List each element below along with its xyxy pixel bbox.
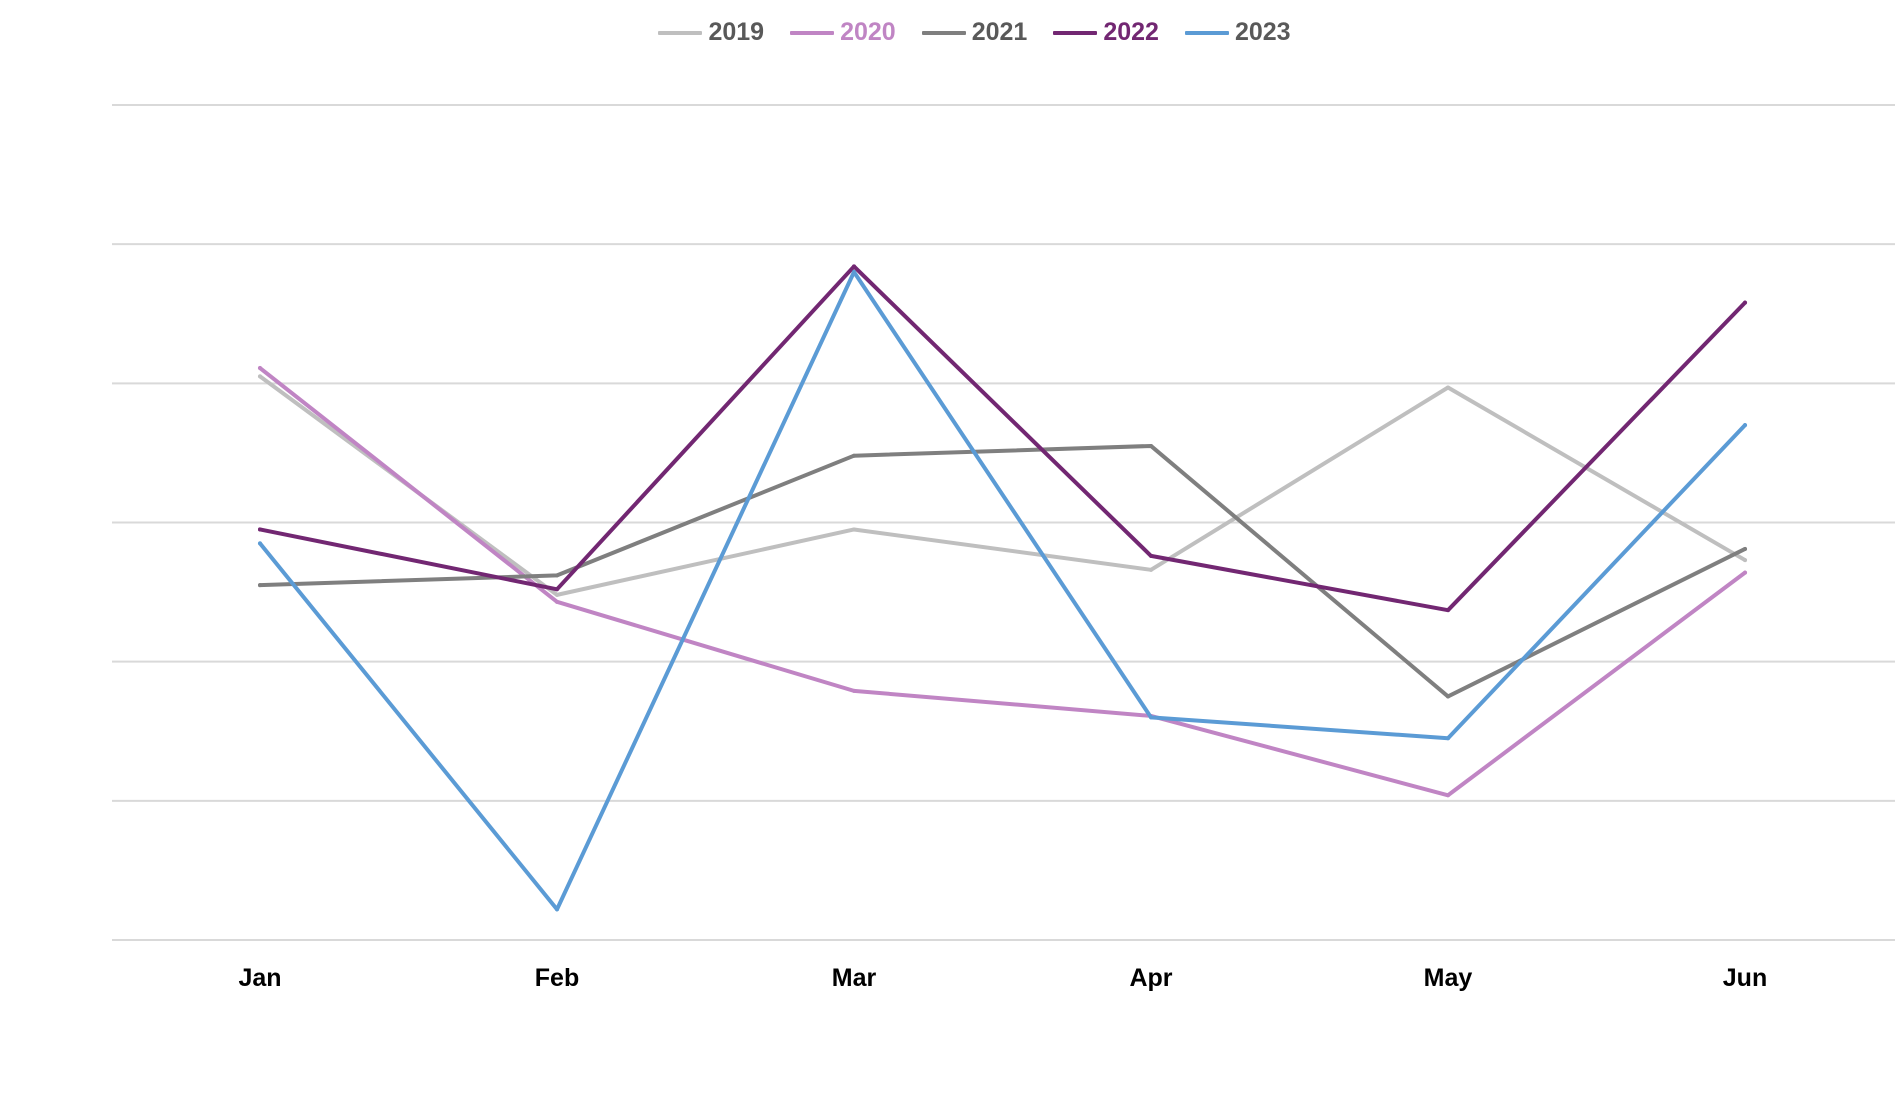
data-point-2023-May (1446, 736, 1450, 741)
data-point-2019-Feb (555, 592, 559, 597)
series-2023 (258, 270, 1747, 912)
legend-label-2019: 2019 (708, 18, 765, 46)
data-point-2020-Mar (852, 688, 856, 693)
data-point-2019-Jan (258, 374, 262, 379)
x-tick-label-apr: Apr (1129, 964, 1172, 992)
data-point-2020-May (1446, 793, 1450, 798)
data-point-2022-Apr (1149, 553, 1153, 558)
data-point-2022-Jan (258, 527, 262, 532)
series-2020 (258, 366, 1747, 798)
legend-swatch-2019 (658, 30, 703, 35)
data-point-2022-Feb (555, 587, 559, 592)
legend-item-2019: 2019 (658, 18, 764, 47)
legend-label-2022: 2022 (1103, 18, 1159, 46)
legend-item-2023: 2023 (1184, 18, 1291, 47)
series-2022 (258, 264, 1747, 613)
data-point-2021-Feb (555, 573, 559, 578)
x-tick-label-jun: Jun (1723, 964, 1767, 992)
data-point-2021-Apr (1149, 443, 1153, 448)
data-point-2023-Feb (555, 907, 559, 912)
legend-item-2022: 2022 (1053, 18, 1159, 47)
series-line-2022 (258, 264, 1747, 613)
data-point-2023-Mar (852, 270, 856, 274)
legend-swatch-2020 (790, 30, 835, 35)
data-point-2023-Jan (258, 541, 262, 546)
data-point-2020-Feb (555, 599, 559, 604)
grid-lines (112, 104, 1895, 941)
legend-swatch-2022 (1053, 30, 1098, 35)
data-point-2022-May (1446, 608, 1450, 613)
x-tick-label-feb: Feb (535, 964, 579, 992)
series-line-2021 (258, 443, 1747, 699)
legend-swatch-2023 (1184, 30, 1229, 35)
x-tick-label-mar: Mar (832, 964, 877, 992)
data-point-2023-Apr (1149, 715, 1153, 720)
x-tick-label-jan: Jan (238, 964, 281, 992)
data-point-2021-Mar (852, 453, 856, 458)
series-2019 (258, 374, 1747, 597)
x-tick-label-may: May (1424, 964, 1473, 992)
data-point-2021-May (1446, 694, 1450, 699)
chart-legend: 2019 2020 2021 2022 2023 (0, 18, 1899, 47)
series-2021 (258, 443, 1747, 699)
legend-label-2021: 2021 (971, 18, 1028, 46)
data-point-2023-Jun (1743, 423, 1747, 428)
series-line-2019 (258, 374, 1747, 597)
series-line-2020 (258, 366, 1747, 798)
series-line-2023 (258, 270, 1747, 912)
data-point-2019-Apr (1149, 567, 1153, 572)
data-point-2021-Jun (1743, 546, 1747, 551)
legend-label-2023: 2023 (1234, 18, 1291, 46)
legend-label-2020: 2020 (840, 18, 896, 46)
legend-item-2021: 2021 (921, 18, 1028, 47)
data-point-2021-Jan (258, 583, 262, 588)
data-point-2022-Mar (852, 264, 856, 269)
data-point-2019-May (1446, 385, 1450, 390)
data-point-2020-Jun (1743, 570, 1747, 575)
x-axis-ticks: Jan Feb Mar Apr May Jun (238, 964, 1767, 992)
legend-item-2020: 2020 (790, 18, 896, 47)
data-point-2020-Jan (258, 366, 262, 371)
data-point-2022-Jun (1743, 300, 1747, 305)
data-point-2019-Jun (1743, 558, 1747, 563)
series-lines (258, 264, 1747, 912)
legend-swatch-2021 (921, 30, 966, 35)
data-point-2019-Mar (852, 527, 856, 532)
